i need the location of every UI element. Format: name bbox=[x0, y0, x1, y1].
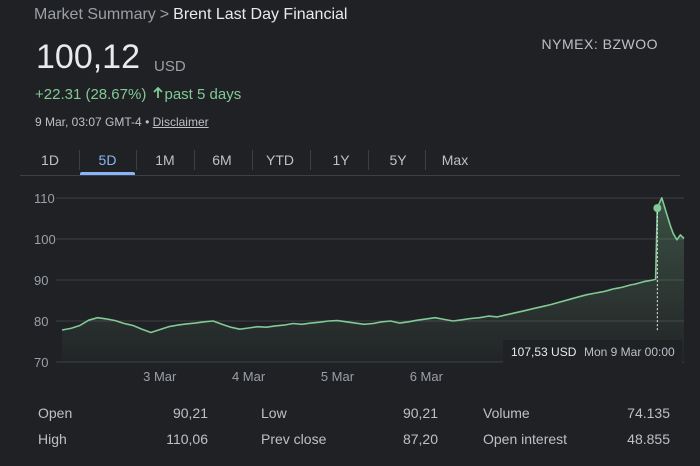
breadcrumb-separator: > bbox=[159, 6, 170, 23]
tab-6m[interactable]: 6M bbox=[212, 152, 232, 168]
tab-1d[interactable]: 1D bbox=[41, 152, 59, 168]
price-chart[interactable]: 70 80 90 100 110 3 Mar 4 Mar 5 Mar 6 Mar 107,53 U… bbox=[0, 180, 700, 390]
tab-divider bbox=[425, 150, 426, 170]
tab-1y[interactable]: 1Y bbox=[332, 152, 350, 168]
tabs-underline bbox=[20, 175, 680, 176]
tab-divider bbox=[252, 150, 253, 170]
price-value: 100,12 bbox=[36, 38, 140, 76]
tab-divider bbox=[310, 150, 311, 170]
stat-high-label: High bbox=[38, 431, 67, 447]
series-area bbox=[62, 197, 684, 362]
price-change: +22.31 (28.67%) past 5 days bbox=[35, 86, 241, 103]
x-tick-label: 5 Mar bbox=[321, 369, 355, 384]
series-line bbox=[61, 197, 685, 334]
y-tick-label: 110 bbox=[34, 191, 55, 206]
bullet: • bbox=[145, 115, 150, 129]
x-tick-label: 4 Mar bbox=[232, 369, 266, 384]
hover-point bbox=[653, 204, 662, 213]
stat-volume-value: 74.135 bbox=[627, 405, 670, 421]
stat-low-label: Low bbox=[261, 405, 287, 421]
stat-open-label: Open bbox=[38, 405, 73, 421]
stat-open-value: 90,21 bbox=[172, 405, 208, 421]
tab-divider bbox=[136, 150, 137, 170]
stat-openinterest-value: 48.855 bbox=[627, 431, 670, 447]
stat-openinterest-label: Open interest bbox=[483, 431, 568, 447]
stat-prevclose-label: Prev close bbox=[261, 431, 327, 447]
ticker-symbol: NYMEX: BZWOO bbox=[541, 36, 658, 52]
stat-prevclose-value: 87,20 bbox=[402, 431, 438, 447]
arrow-up-icon bbox=[152, 86, 163, 103]
x-tick-label: 3 Mar bbox=[143, 369, 177, 384]
disclaimer-link[interactable]: Disclaimer bbox=[152, 115, 209, 129]
stat-low-value: 90,21 bbox=[402, 405, 438, 421]
stat-volume-label: Volume bbox=[483, 405, 530, 421]
breadcrumb-current: Brent Last Day Financial bbox=[173, 6, 348, 23]
breadcrumb: Market Summary > Brent Last Day Financial bbox=[34, 6, 347, 24]
change-period: past 5 days bbox=[164, 86, 242, 103]
tooltip-value: 107,53 USD bbox=[511, 345, 577, 359]
range-tabs: 1D 5D 1M 6M YTD 1Y 5Y Max bbox=[20, 148, 500, 175]
tab-5d[interactable]: 5D bbox=[80, 148, 135, 175]
tab-divider bbox=[79, 150, 80, 170]
tab-max[interactable]: Max bbox=[441, 152, 469, 168]
tab-divider bbox=[368, 150, 369, 170]
tab-ytd[interactable]: YTD bbox=[266, 152, 294, 168]
tooltip-box bbox=[503, 340, 682, 364]
stat-high-value: 110,06 bbox=[166, 431, 208, 447]
price-currency: USD bbox=[154, 58, 186, 75]
y-tick-label: 90 bbox=[34, 273, 48, 288]
timestamp: 9 Mar, 03:07 GMT-4 bbox=[35, 115, 142, 129]
quote-meta: 9 Mar, 03:07 GMT-4 • Disclaimer bbox=[35, 115, 209, 129]
y-tick-label: 80 bbox=[34, 314, 48, 329]
tooltip-date: Mon 9 Mar 00:00 bbox=[584, 345, 675, 359]
y-tick-label: 70 bbox=[34, 355, 48, 370]
y-tick-label: 100 bbox=[34, 232, 56, 247]
x-tick-label: 6 Mar bbox=[410, 369, 444, 384]
tab-5y[interactable]: 5Y bbox=[389, 152, 407, 168]
tab-1m[interactable]: 1M bbox=[155, 152, 175, 168]
breadcrumb-parent-link[interactable]: Market Summary bbox=[34, 6, 156, 23]
tab-divider bbox=[194, 150, 195, 170]
stats-table: Open 90,21 High 110,06 Low 90,21 Prev cl… bbox=[38, 405, 678, 455]
change-value: +22.31 (28.67%) bbox=[35, 86, 147, 103]
